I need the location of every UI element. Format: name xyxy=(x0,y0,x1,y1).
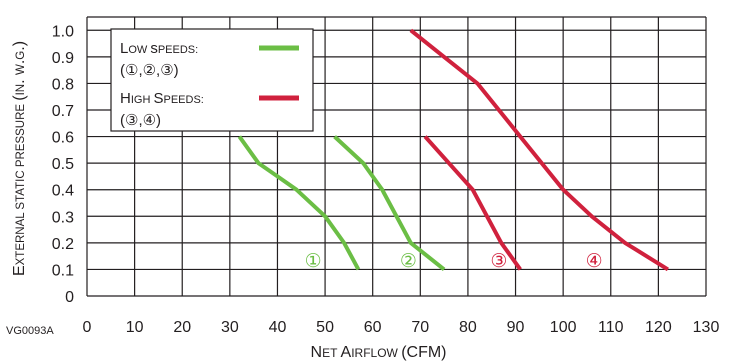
curve-label-1: ① xyxy=(305,250,322,272)
x-tick-label: 20 xyxy=(173,319,191,336)
legend: LOW sPEEDS:(①,②,③)HIGH SPEEDS:(③,④) xyxy=(111,29,313,131)
y-tick-label: 0.9 xyxy=(52,50,74,67)
series-line-2 xyxy=(335,137,445,270)
x-tick-label: 30 xyxy=(221,319,239,336)
x-tick-label: 80 xyxy=(459,319,477,336)
x-tick-label: 10 xyxy=(126,319,144,336)
x-tick-label: 120 xyxy=(645,319,672,336)
x-tick-label: 110 xyxy=(598,319,624,336)
legend-sublabel: (①,②,③) xyxy=(120,62,179,79)
y-tick-label: 0 xyxy=(65,289,74,306)
y-tick-label: 0.2 xyxy=(52,236,74,253)
x-tick-label: 90 xyxy=(507,319,525,336)
y-tick-label: 0.6 xyxy=(52,130,74,147)
series-line-1 xyxy=(239,137,358,270)
legend-sublabel: (③,④) xyxy=(120,112,161,129)
curve-label-3: ③ xyxy=(490,250,507,272)
x-tick-label: 70 xyxy=(411,319,429,336)
x-tick-label: 50 xyxy=(316,319,334,336)
x-tick-label: 60 xyxy=(364,319,382,336)
curve-label-2: ② xyxy=(400,250,417,272)
y-axis-title: EXTERNAL STATIC PRESSURE (IN. W.G.) xyxy=(11,41,28,276)
x-tick-label: 0 xyxy=(83,319,92,336)
x-tick-label: 100 xyxy=(550,319,577,336)
y-tick-label: 0.8 xyxy=(52,76,74,93)
y-tick-label: 0.1 xyxy=(52,262,74,279)
figure-code: VG0093A xyxy=(6,325,54,337)
y-tick-label: 0.3 xyxy=(52,209,74,226)
curve-label-4: ④ xyxy=(586,250,603,272)
x-axis-title: NET AIRFLOW (CFM) xyxy=(311,344,447,361)
series-line-4 xyxy=(411,30,668,269)
x-tick-label: 40 xyxy=(269,319,287,336)
y-tick-label: 0.7 xyxy=(52,103,74,120)
y-tick-label: 0.4 xyxy=(52,183,74,200)
x-tick-label: 130 xyxy=(693,319,720,336)
y-tick-label: 0.5 xyxy=(52,156,74,173)
y-tick-label: 1.0 xyxy=(52,23,74,40)
